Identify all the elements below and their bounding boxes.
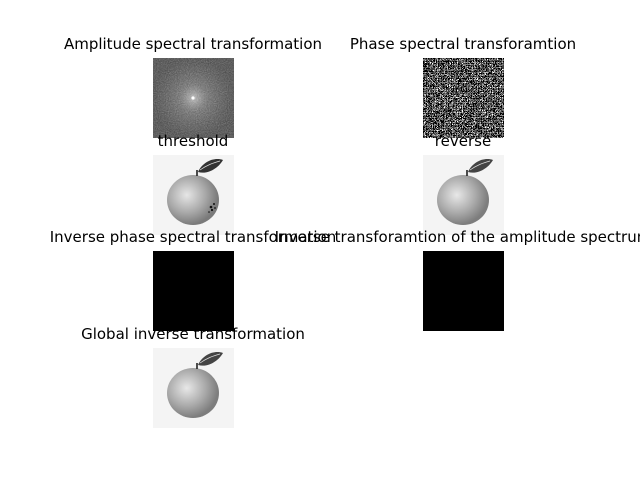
- threshold-apple-svg: [153, 155, 234, 235]
- phase-spectrum-image: [423, 58, 504, 138]
- inverse-phase-panel-title: Inverse phase spectral transformation: [49, 228, 337, 246]
- inverse-phase-image: [153, 251, 234, 331]
- inverse-amplitude-panel-title: Inverse transforamtion of the amplitude …: [274, 228, 640, 246]
- reverse-apple-svg: [423, 155, 504, 235]
- phase-panel-title: Phase spectral transforamtion: [349, 35, 577, 53]
- threshold-apple-image: [153, 155, 234, 235]
- threshold-panel-title: threshold: [157, 132, 229, 150]
- global-inverse-apple-svg: [153, 348, 234, 428]
- global-inverse-apple-image: [153, 348, 234, 428]
- amplitude-spectrum-svg: [153, 58, 234, 138]
- phase-spectrum-svg: [423, 58, 504, 138]
- reverse-apple-image: [423, 155, 504, 235]
- reverse-panel-title: reverse: [434, 132, 492, 150]
- amplitude-panel-title: Amplitude spectral transformation: [63, 35, 323, 53]
- inverse-amplitude-image: [423, 251, 504, 331]
- global-inverse-panel-title: Global inverse transformation: [81, 325, 305, 343]
- amplitude-spectrum-image: [153, 58, 234, 138]
